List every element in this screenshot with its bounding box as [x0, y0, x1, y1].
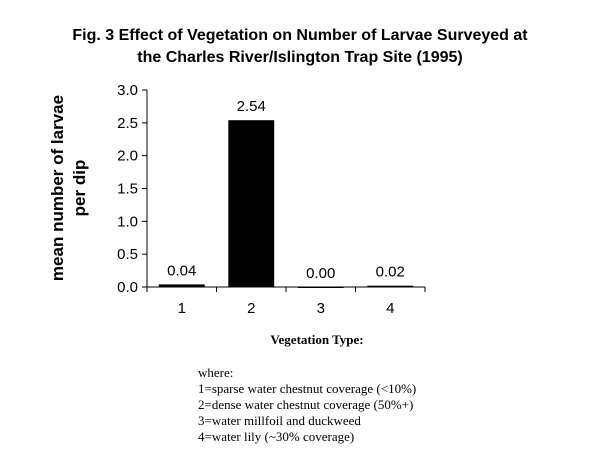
- x-axis-label: Vegetation Type:: [270, 332, 363, 347]
- legend-item-1: 1=sparse water chestnut coverage (<10%): [198, 381, 417, 396]
- vegetation-legend: where: 1=sparse water chestnut coverage …: [198, 365, 416, 445]
- legend-item-4: 4=water lily (~30% coverage): [198, 429, 355, 444]
- y-tick-label: 2.5: [117, 115, 138, 132]
- x-tick-label-2: 2: [247, 300, 255, 317]
- bar-3: [297, 287, 344, 288]
- chart-title-line-2: the Charles River/Islington Trap Site (1…: [137, 49, 462, 66]
- bar-1: [158, 284, 205, 287]
- legend-heading: where:: [198, 365, 234, 380]
- y-tick-label: 0.0: [117, 279, 138, 296]
- y-tick-label: 2.0: [117, 148, 138, 165]
- y-tick-label: 1.0: [117, 213, 138, 230]
- plot-area: 0.0 0.5 1.0 1.5 2.0 2.5 3.0 1 0.04 2 2.54 3 0.00 4 0.0…: [117, 82, 426, 317]
- x-tick-label-3: 3: [317, 300, 325, 317]
- bar-4: [367, 285, 414, 287]
- x-tick-label-4: 4: [386, 300, 394, 317]
- legend-item-2: 2=dense water chestnut coverage (50%+): [198, 397, 414, 412]
- y-tick-label: 0.5: [117, 246, 138, 263]
- data-label-2: 2.54: [237, 98, 266, 115]
- data-label-1: 0.04: [167, 262, 196, 279]
- data-label-4: 0.02: [376, 264, 405, 281]
- bar-2: [228, 120, 275, 287]
- y-axis-label-line-1: mean number of larvae: [48, 95, 67, 281]
- data-label-3: 0.00: [306, 265, 335, 282]
- chart-title-line-1: Fig. 3 Effect of Vegetation on Number of…: [72, 27, 528, 44]
- y-tick-label: 1.5: [117, 181, 138, 198]
- y-tick-label: 3.0: [117, 82, 138, 99]
- legend-item-3: 3=water millfoil and duckweed: [198, 413, 361, 428]
- y-axis-label-line-2: per dip: [70, 160, 89, 217]
- x-tick-label-1: 1: [178, 300, 186, 317]
